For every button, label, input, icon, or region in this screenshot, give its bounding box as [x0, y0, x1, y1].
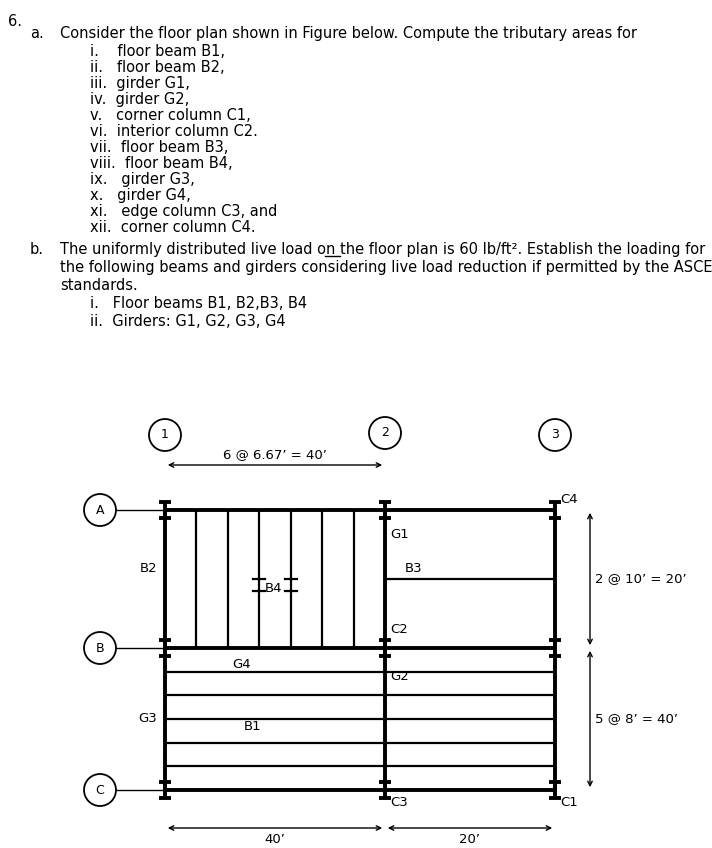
Text: 3: 3 — [551, 428, 559, 442]
Text: viii.  floor beam B4,: viii. floor beam B4, — [90, 156, 233, 171]
Text: 1: 1 — [161, 428, 169, 442]
Text: G4: G4 — [233, 658, 251, 671]
Text: xi.   edge column C3, and: xi. edge column C3, and — [90, 204, 278, 219]
Text: G3: G3 — [138, 712, 157, 726]
Text: B1: B1 — [244, 721, 262, 734]
Text: B4: B4 — [264, 583, 282, 595]
Text: the following beams and girders considering live load reduction if permitted by : the following beams and girders consider… — [60, 260, 712, 275]
Text: iii.  girder G1,: iii. girder G1, — [90, 76, 190, 91]
Text: B2: B2 — [140, 562, 157, 576]
Text: Consider the floor plan shown in Figure below. Compute the tributary areas for: Consider the floor plan shown in Figure … — [60, 26, 637, 41]
Text: v.   corner column C1,: v. corner column C1, — [90, 108, 251, 123]
Text: C1: C1 — [560, 796, 577, 809]
Text: xii.  corner column C4.: xii. corner column C4. — [90, 220, 256, 235]
Text: ix.   girder G3,: ix. girder G3, — [90, 172, 195, 187]
Text: 40’: 40’ — [265, 833, 286, 846]
Text: C2: C2 — [390, 623, 408, 636]
Text: vii.  floor beam B3,: vii. floor beam B3, — [90, 140, 229, 155]
Text: 2: 2 — [381, 427, 389, 439]
Text: B: B — [95, 641, 105, 655]
Text: iv.  girder G2,: iv. girder G2, — [90, 92, 189, 107]
Text: G2: G2 — [390, 670, 409, 683]
Text: a.: a. — [30, 26, 43, 41]
Text: B3: B3 — [405, 562, 423, 575]
Text: G1: G1 — [390, 528, 409, 541]
Text: standards.: standards. — [60, 278, 137, 293]
Text: 20’: 20’ — [459, 833, 481, 846]
Text: vi.  interior column C2.: vi. interior column C2. — [90, 124, 258, 139]
Text: ii.   floor beam B2,: ii. floor beam B2, — [90, 60, 224, 75]
Text: ii.  Girders: G1, G2, G3, G4: ii. Girders: G1, G2, G3, G4 — [90, 314, 286, 329]
Text: C3: C3 — [390, 796, 408, 809]
Text: 5 @ 8’ = 40’: 5 @ 8’ = 40’ — [595, 712, 678, 726]
Text: 6.: 6. — [8, 14, 22, 29]
Text: i.   Floor beams B1, B2,B3, B4: i. Floor beams B1, B2,B3, B4 — [90, 296, 307, 311]
Text: A: A — [95, 504, 104, 516]
Text: C4: C4 — [560, 493, 577, 506]
Text: x.   girder G4,: x. girder G4, — [90, 188, 191, 203]
Text: The uniformly distributed live load on the floor plan is 60 lb/ft². Establish th: The uniformly distributed live load on t… — [60, 242, 706, 257]
Text: 2 @ 10’ = 20’: 2 @ 10’ = 20’ — [595, 572, 686, 585]
Text: C: C — [95, 784, 105, 796]
Text: 6 @ 6.67’ = 40’: 6 @ 6.67’ = 40’ — [223, 448, 327, 461]
Text: i.    floor beam B1,: i. floor beam B1, — [90, 44, 225, 59]
Text: b.: b. — [30, 242, 44, 257]
